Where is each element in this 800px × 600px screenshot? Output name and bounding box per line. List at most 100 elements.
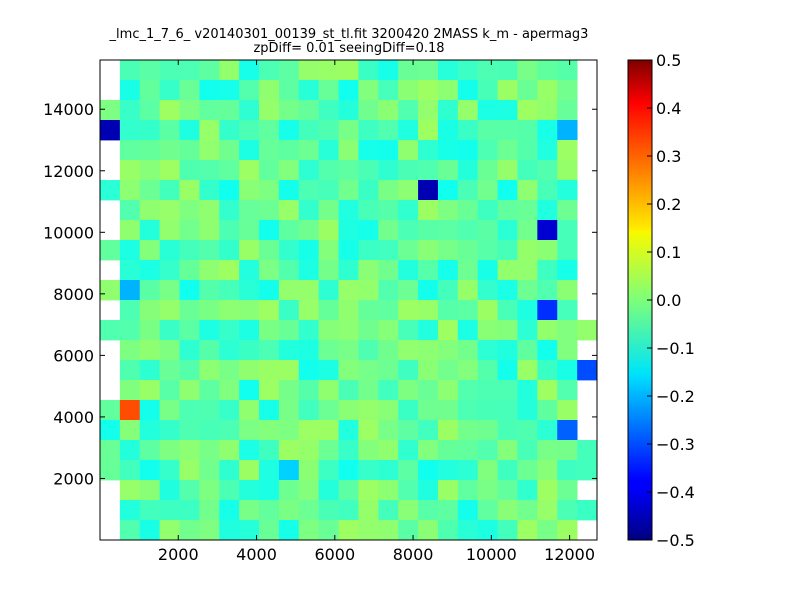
heatmap-cell (219, 180, 240, 201)
heatmap-cell (497, 80, 518, 101)
heatmap-cell (119, 480, 141, 501)
heatmap-cell (318, 320, 339, 341)
heatmap-cell (517, 200, 538, 221)
heatmap-cell (537, 300, 558, 321)
heatmap-cell (199, 520, 220, 541)
heatmap-cell (358, 120, 379, 141)
heatmap-cell (497, 240, 518, 261)
heatmap-cell (398, 500, 419, 521)
heatmap-cell (259, 80, 280, 101)
heatmap-cell (418, 340, 439, 361)
heatmap-cell (239, 400, 260, 421)
heatmap-cell (517, 120, 538, 141)
heatmap-cell (398, 160, 419, 181)
colorbar-tick-label: −0.2 (656, 387, 695, 406)
heatmap-cell (159, 200, 180, 221)
heatmap-cell (139, 120, 161, 141)
heatmap-cell (477, 60, 498, 81)
heatmap-cell (557, 200, 578, 221)
colorbar-tick-label: 0.1 (656, 243, 681, 262)
heatmap-cell (298, 240, 320, 261)
y-tick-label: 6000 (53, 346, 94, 365)
heatmap-cell (298, 420, 320, 441)
heatmap-cell (259, 340, 280, 361)
heatmap-cell (278, 60, 300, 81)
heatmap-cell (239, 260, 260, 281)
heatmap-cell (398, 460, 419, 481)
heatmap-cell (199, 80, 220, 101)
heatmap-cell (318, 480, 339, 501)
heatmap-cell (378, 440, 399, 461)
heatmap-cell (358, 200, 379, 221)
heatmap-cell (517, 320, 538, 341)
heatmap-cell (577, 440, 598, 461)
heatmap-cell (457, 320, 479, 341)
heatmap-cell (477, 360, 498, 381)
heatmap-cell (457, 60, 479, 81)
heatmap-cell (139, 480, 161, 501)
heatmap-cell (278, 520, 300, 541)
heatmap-cell (398, 140, 419, 161)
heatmap-cell (199, 380, 220, 401)
heatmap-cell (497, 140, 518, 161)
heatmap-cell (179, 420, 200, 441)
heatmap-cells (100, 60, 598, 541)
heatmap-cell (477, 320, 498, 341)
heatmap-cell (199, 240, 220, 261)
heatmap-cell (378, 300, 399, 321)
heatmap-cell (358, 500, 379, 521)
heatmap-cell (537, 320, 558, 341)
heatmap-cell (278, 280, 300, 301)
heatmap-cell (139, 100, 161, 121)
heatmap-cell (239, 440, 260, 461)
heatmap-cell (278, 260, 300, 281)
heatmap-cell (457, 80, 479, 101)
heatmap-cell (278, 480, 300, 501)
heatmap-cell (517, 460, 538, 481)
heatmap-cell (239, 300, 260, 321)
heatmap-cell (557, 500, 578, 521)
heatmap-cell (219, 160, 240, 181)
heatmap-cell (358, 160, 379, 181)
heatmap-cell (159, 180, 180, 201)
heatmap-cell (139, 460, 161, 481)
heatmap-cell (477, 480, 498, 501)
heatmap-cell (139, 440, 161, 461)
heatmap-cell (398, 60, 419, 81)
heatmap-cell (457, 160, 479, 181)
heatmap-cell (517, 240, 538, 261)
chart-subtitle: zpDiff= 0.01 seeingDiff=0.18 (253, 41, 444, 56)
heatmap-cell (497, 480, 518, 501)
heatmap-cell (557, 180, 578, 201)
heatmap-cell (139, 180, 161, 201)
heatmap-cell (259, 260, 280, 281)
heatmap-cell (517, 300, 538, 321)
heatmap-cell (199, 340, 220, 361)
heatmap-cell (418, 300, 439, 321)
heatmap-cell (179, 340, 200, 361)
heatmap-cell (318, 340, 339, 361)
heatmap-cell (318, 60, 339, 81)
heatmap-cell (537, 260, 558, 281)
heatmap-cell (437, 120, 459, 141)
heatmap-cell (199, 200, 220, 221)
heatmap-cell (159, 140, 180, 161)
colorbar-tick-label: −0.1 (656, 339, 695, 358)
heatmap-cell (437, 280, 459, 301)
heatmap-cell (298, 440, 320, 461)
heatmap-cell (278, 360, 300, 381)
heatmap-cell (378, 240, 399, 261)
colorbar-axis: 0.5 0.4 0.3 0.2 0.1 0.0 −0.1 −0.2 −0.3 −0.4 −0.5 (647, 51, 695, 550)
heatmap-cell (358, 220, 379, 241)
heatmap-cell (219, 380, 240, 401)
heatmap-cell (537, 420, 558, 441)
heatmap-cell (159, 120, 180, 141)
heatmap-cell (338, 360, 359, 381)
heatmap-cell (457, 180, 479, 201)
heatmap-cell (159, 440, 180, 461)
heatmap-cell (259, 300, 280, 321)
heatmap-cell (100, 280, 121, 301)
heatmap-cell (159, 280, 180, 301)
heatmap-cell (298, 340, 320, 361)
heatmap-cell (239, 100, 260, 121)
